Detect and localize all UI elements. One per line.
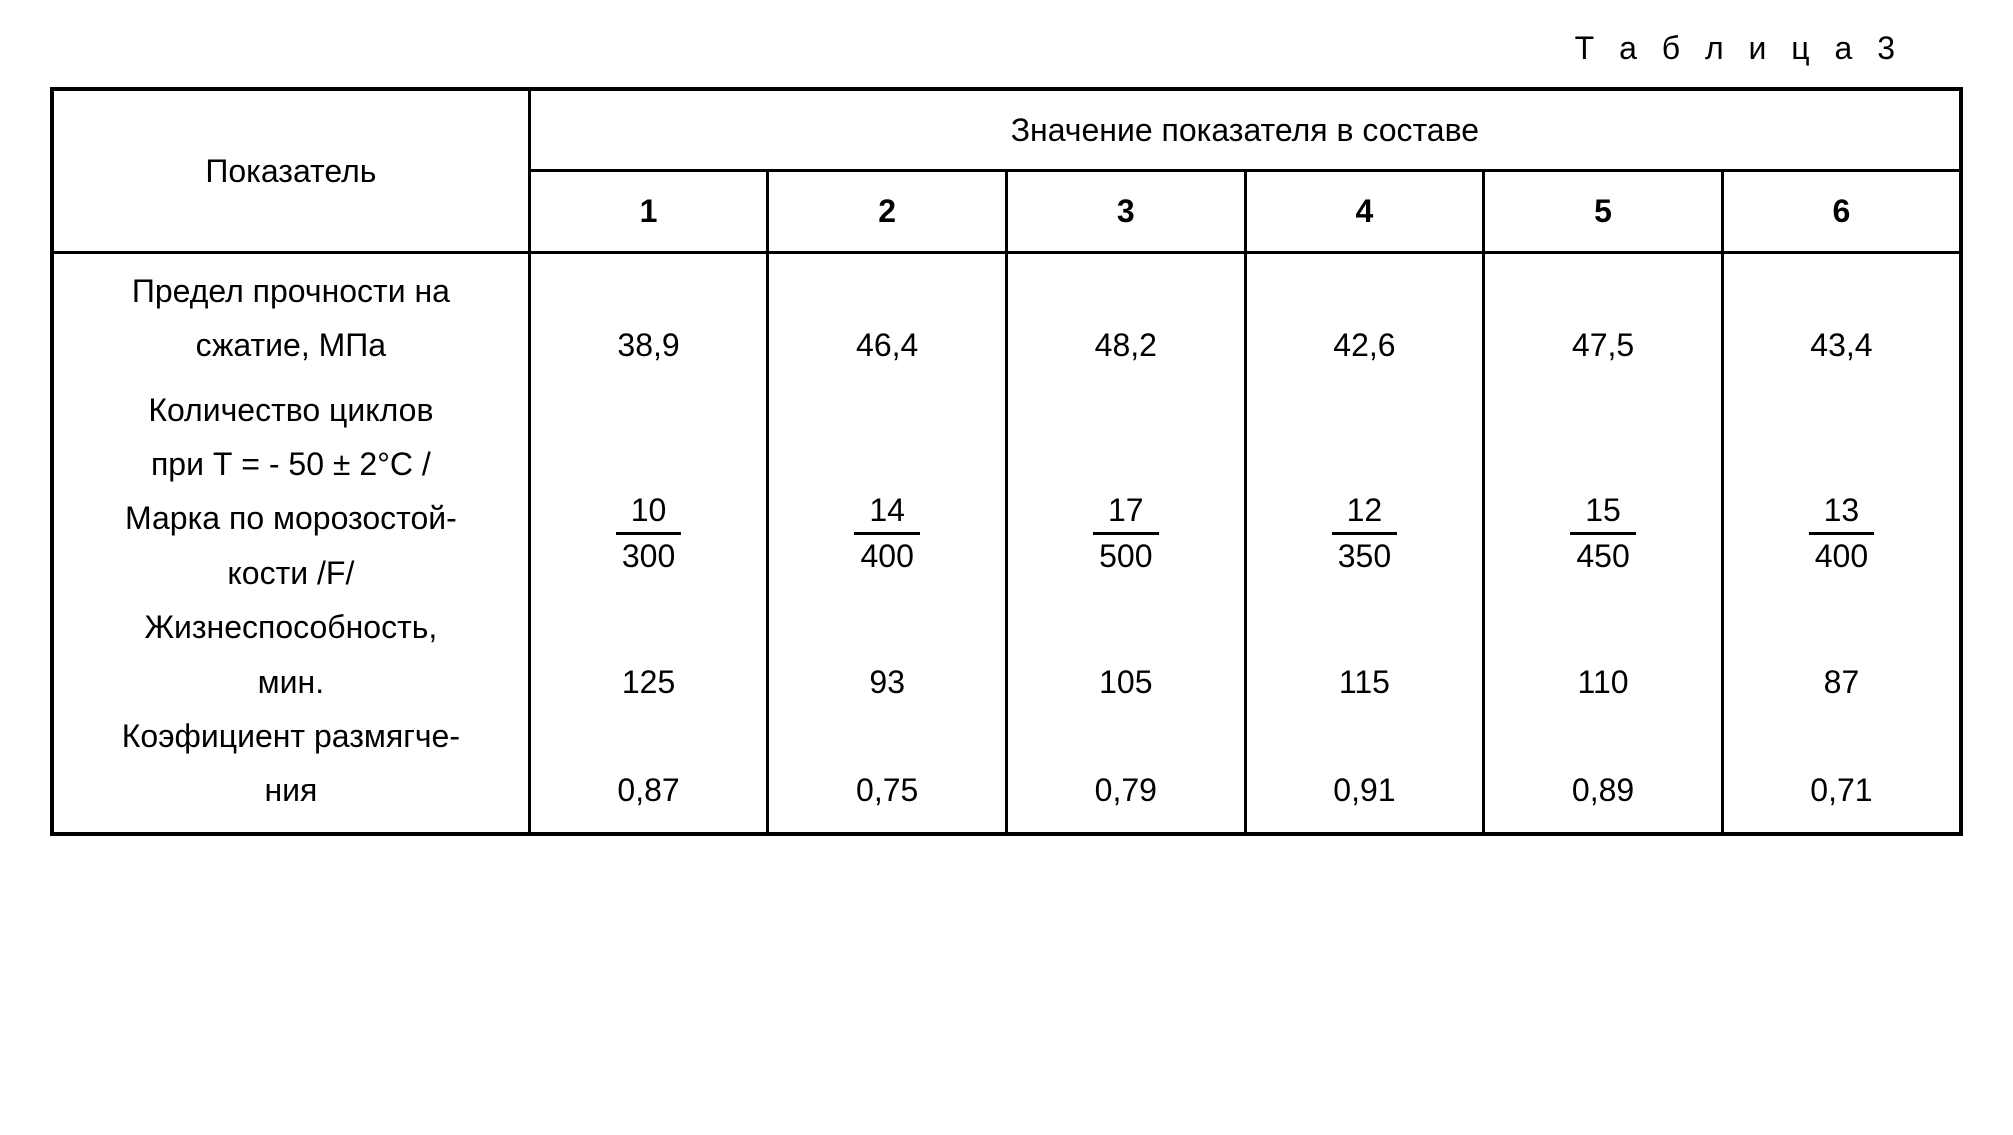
table-caption: Т а б л и ц а 3 [50, 30, 1963, 67]
cell: 46,4 [768, 252, 1007, 382]
fraction-value: 15 450 [1570, 491, 1635, 575]
fraction-value: 13 400 [1809, 491, 1874, 575]
header-col-1: 1 [529, 171, 768, 252]
cell: 0,89 [1484, 709, 1723, 834]
cell: 48,2 [1007, 252, 1246, 382]
header-col-5: 5 [1484, 171, 1723, 252]
row-label: Жизнеспособность, мин. [52, 600, 529, 709]
table-row: Коэфициент размягче- ния 0,87 0,75 0,79 … [52, 709, 1961, 834]
cell: 93 [768, 600, 1007, 709]
table-row: Жизнеспособность, мин. 125 93 105 115 11… [52, 600, 1961, 709]
data-table: Показатель Значение показателя в составе… [50, 87, 1963, 836]
cell: 0,91 [1245, 709, 1484, 834]
cell: 0,79 [1007, 709, 1246, 834]
fraction-value: 14 400 [854, 491, 919, 575]
table-row: Количество циклов при Т = - 50 ± 2°С / М… [52, 383, 1961, 601]
cell: 0,87 [529, 709, 768, 834]
header-parameter: Показатель [52, 89, 529, 252]
header-col-6: 6 [1722, 171, 1961, 252]
header-col-2: 2 [768, 171, 1007, 252]
cell: 110 [1484, 600, 1723, 709]
cell: 17 500 [1007, 383, 1246, 601]
cell: 13 400 [1722, 383, 1961, 601]
cell: 42,6 [1245, 252, 1484, 382]
row-label: Количество циклов при Т = - 50 ± 2°С / М… [52, 383, 529, 601]
table-row: Предел прочности на сжатие, МПа 38,9 46,… [52, 252, 1961, 382]
cell: 12 350 [1245, 383, 1484, 601]
table-body: Предел прочности на сжатие, МПа 38,9 46,… [52, 252, 1961, 833]
fraction-value: 10 300 [616, 491, 681, 575]
cell: 115 [1245, 600, 1484, 709]
header-span: Значение показателя в составе [529, 89, 1961, 171]
cell: 47,5 [1484, 252, 1723, 382]
cell: 0,75 [768, 709, 1007, 834]
header-col-3: 3 [1007, 171, 1246, 252]
cell: 14 400 [768, 383, 1007, 601]
fraction-value: 12 350 [1332, 491, 1397, 575]
cell: 87 [1722, 600, 1961, 709]
cell: 125 [529, 600, 768, 709]
row-label: Предел прочности на сжатие, МПа [52, 252, 529, 382]
cell: 15 450 [1484, 383, 1723, 601]
cell: 38,9 [529, 252, 768, 382]
row-label: Коэфициент размягче- ния [52, 709, 529, 834]
cell: 43,4 [1722, 252, 1961, 382]
cell: 10 300 [529, 383, 768, 601]
header-col-4: 4 [1245, 171, 1484, 252]
cell: 0,71 [1722, 709, 1961, 834]
cell: 105 [1007, 600, 1246, 709]
fraction-value: 17 500 [1093, 491, 1158, 575]
